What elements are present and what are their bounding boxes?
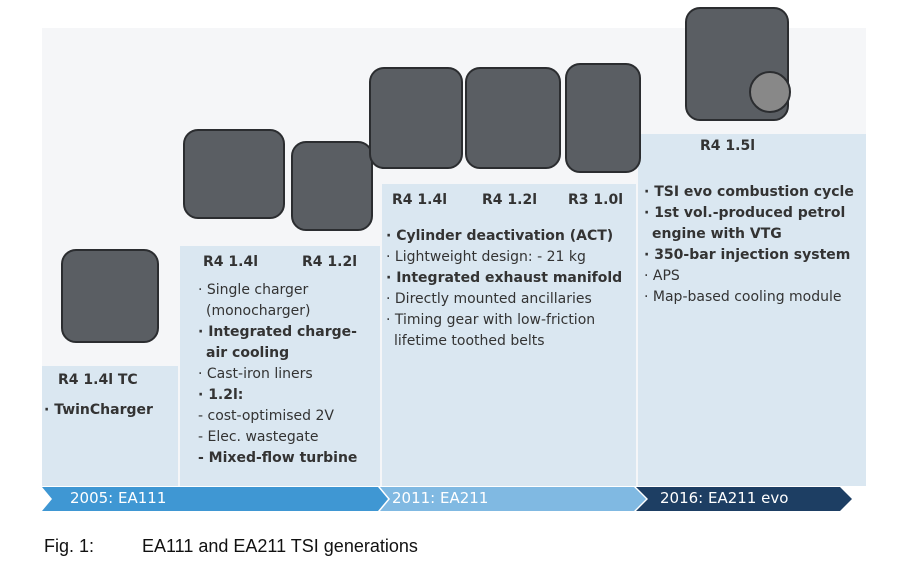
feature-item: · Timing gear with low-friction lifetime… xyxy=(386,312,596,349)
feature-item: - Elec. wastegate xyxy=(198,429,319,445)
engine-label: R4 1.4l xyxy=(203,254,258,270)
engine-image xyxy=(369,67,463,169)
feature-item: · 1.2l: xyxy=(198,387,244,403)
engine-label: R4 1.4l xyxy=(392,192,447,208)
panel xyxy=(382,184,636,486)
timeline-arrow xyxy=(42,487,388,511)
feature-item: · Integrated exhaust manifold xyxy=(386,270,623,286)
feature-item: · Cylinder deactivation (ACT) xyxy=(386,228,614,244)
timeline-arrow xyxy=(636,487,852,511)
timeline-arrow xyxy=(380,487,646,511)
feature-item: · 350-bar injection system xyxy=(644,247,851,263)
engine-image xyxy=(565,63,641,173)
feature-item: · Lightweight design: - 21 kg xyxy=(386,249,586,265)
feature-item: · TSI evo combustion cycle xyxy=(644,184,854,200)
panel xyxy=(638,134,866,486)
feature-item: · APS xyxy=(644,268,680,284)
feature-item: · 1st vol.-produced petrol engine with V… xyxy=(644,205,846,242)
pulley xyxy=(749,71,791,113)
feature-item: - Mixed-flow turbine xyxy=(198,450,358,466)
timeline-label: 2016: EA211 evo xyxy=(660,489,789,507)
engine-image xyxy=(291,141,373,231)
engine-label: R4 1.2l xyxy=(482,192,537,208)
feature-item: · Single charger (monocharger) xyxy=(198,282,311,319)
feature-item: · Directly mounted ancillaries xyxy=(386,291,592,307)
engine-label: R4 1.2l xyxy=(302,254,357,270)
panel xyxy=(180,246,380,486)
engine-label: R4 1.5l xyxy=(700,138,755,154)
caption-label: Fig. 1: xyxy=(44,536,95,556)
feature-list: · Single charger (monocharger) · Integrat… xyxy=(198,280,378,469)
timeline-label: 2011: EA211 xyxy=(392,489,489,507)
caption-text: EA111 and EA211 TSI generations xyxy=(142,536,418,556)
engine-image xyxy=(465,67,561,169)
feature-item: · Integrated charge-air cooling xyxy=(198,324,357,361)
feature-item: · Cast-iron liners xyxy=(198,366,313,382)
feature-list: · Cylinder deactivation (ACT) · Lightweig… xyxy=(386,226,634,352)
engine-image xyxy=(61,249,159,343)
feature-list: · TSI evo combustion cycle · 1st vol.-pro… xyxy=(644,182,866,308)
feature-list: · TwinCharger xyxy=(44,400,178,421)
panel xyxy=(42,366,178,486)
engine-image xyxy=(183,129,285,219)
engine-images xyxy=(61,7,791,343)
feature-item: - cost-optimised 2V xyxy=(198,408,334,424)
feature-item: · Map-based cooling module xyxy=(644,289,842,305)
timeline-label: 2005: EA111 xyxy=(70,489,167,507)
engine-label: R3 1.0l xyxy=(568,192,623,208)
engine-label: R4 1.4l TC xyxy=(58,372,138,388)
feature-item: · TwinCharger xyxy=(44,402,153,418)
